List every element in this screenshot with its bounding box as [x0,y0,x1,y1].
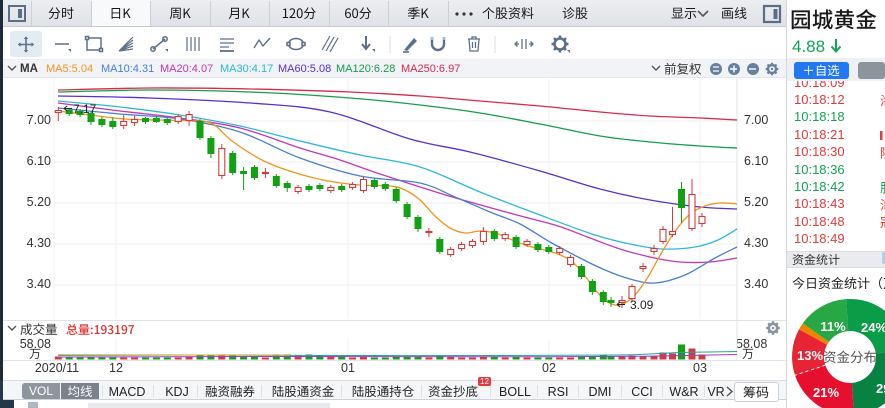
svg-text:3.09: 3.09 [630,298,654,312]
svg-text:7.17: 7.17 [73,102,97,116]
